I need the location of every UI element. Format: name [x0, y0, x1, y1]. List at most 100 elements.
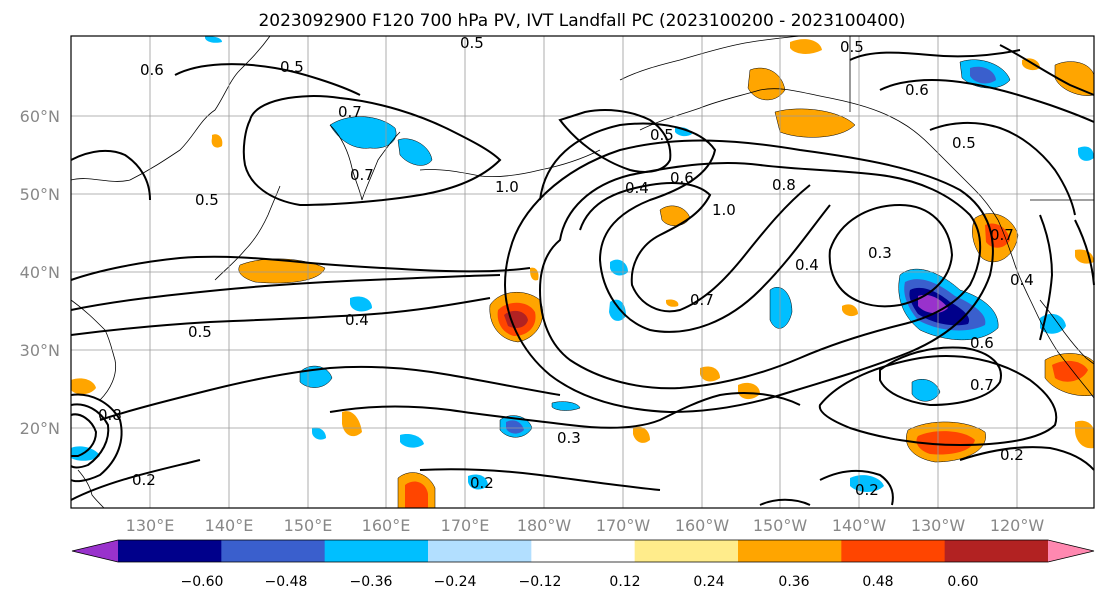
anomaly-blob — [700, 366, 720, 382]
contour-label: 0.4 — [625, 179, 649, 197]
colorbar-segment — [221, 540, 326, 562]
colorbar-segment — [428, 540, 532, 562]
contour-label: 0.3 — [557, 429, 581, 447]
contour-label: 0.6 — [670, 169, 694, 187]
contour-label: 0.5 — [650, 126, 674, 144]
shaded-anomalies — [71, 36, 1095, 509]
anomaly-blob — [1078, 146, 1094, 161]
contour-label: 0.8 — [772, 176, 796, 194]
contour-label: 0.5 — [188, 323, 212, 341]
colorbar-tick-label: −0.36 — [350, 574, 393, 590]
pv-contour — [70, 413, 98, 457]
contour-label: 0.4 — [345, 311, 369, 329]
contour-label: 0.5 — [460, 34, 484, 52]
anomaly-blob — [350, 296, 372, 312]
contour-label: 0.4 — [1010, 271, 1034, 289]
pv-contour — [849, 49, 1021, 61]
contour-label: 0.2 — [855, 481, 879, 499]
lon-tick-label: 120°W — [990, 516, 1045, 535]
aleutian-islands — [419, 149, 601, 178]
colorbar-segment — [634, 540, 739, 562]
lon-tick-label: 180°W — [517, 516, 572, 535]
anomaly-blob — [609, 299, 626, 321]
lat-tick-label: 40°N — [20, 263, 60, 282]
anomaly-blob — [329, 116, 397, 149]
gridlines — [71, 36, 1094, 508]
colorbar-tick-labels: −0.60 −0.48 −0.36 −0.24 −0.12 0.12 0.24 … — [181, 574, 979, 590]
lon-tick-label: 160°W — [675, 516, 730, 535]
anomaly-blob — [71, 446, 100, 461]
contour-labels: 0.6 0.5 0.7 0.5 0.7 0.5 1.0 0.4 0.6 0.5 … — [98, 34, 1034, 499]
colorbar-tick-label: 0.60 — [947, 574, 978, 590]
lon-tick-label: 150°E — [284, 516, 333, 535]
pv-contour — [819, 469, 894, 506]
colorbar-tick-label: 0.48 — [862, 574, 893, 590]
pv-contour — [70, 255, 531, 281]
colorbar-segment — [531, 540, 636, 562]
anomaly-blob — [211, 134, 223, 148]
map-frame — [70, 35, 1095, 509]
colorbar: −0.60 −0.48 −0.36 −0.24 −0.12 0.12 0.24 … — [71, 539, 1095, 590]
coastline-philippines — [77, 469, 105, 509]
lat-tick-labels: 20°N 30°N 40°N 50°N 60°N — [20, 107, 60, 438]
colorbar-segment — [944, 540, 1049, 562]
colorbar-tick-label: −0.12 — [519, 574, 562, 590]
colorbar-tick-label: −0.24 — [434, 574, 477, 590]
anomaly-blob — [1052, 360, 1088, 382]
map-area: 0.6 0.5 0.7 0.5 0.7 0.5 1.0 0.4 0.6 0.5 … — [70, 34, 1095, 509]
contour-label: 0.5 — [195, 191, 219, 209]
anomaly-blob — [675, 127, 692, 137]
coastline-japan — [214, 185, 281, 281]
colorbar-tick-label: 0.12 — [609, 574, 640, 590]
lat-tick-label: 60°N — [20, 107, 60, 126]
anomaly-blob — [911, 379, 941, 402]
pv-contour — [879, 346, 1002, 407]
pv-contour — [558, 109, 672, 173]
pv-contour — [329, 392, 801, 429]
anomaly-blob — [610, 259, 628, 276]
anomaly-blob — [769, 287, 793, 329]
pv-contour — [828, 203, 954, 308]
coastline-alaska — [639, 88, 999, 221]
map-title: 2023092900 F120 700 hPa PV, IVT Landfall… — [258, 11, 905, 31]
coastlines — [70, 35, 1095, 509]
pv-contour — [503, 139, 994, 414]
pv-contour — [242, 95, 502, 207]
pv-contour — [99, 365, 561, 421]
lon-tick-labels: 130°E 140°E 150°E 160°E 170°E 180°W 170°… — [126, 516, 1045, 535]
anomaly-blob — [397, 138, 433, 166]
coastline-westcoast — [997, 219, 1095, 399]
colorbar-segment — [118, 540, 222, 562]
pv-contour — [539, 122, 831, 333]
pv-contour — [879, 79, 1095, 123]
colorbar-tick-label: −0.60 — [181, 574, 224, 590]
colorbar-extend-max — [1048, 540, 1094, 562]
pv-contour — [759, 498, 811, 506]
anomaly-blob — [666, 299, 679, 307]
lat-tick-label: 50°N — [20, 185, 60, 204]
pv-contour — [419, 468, 661, 491]
lat-tick-label: 20°N — [20, 419, 60, 438]
colorbar-outline — [71, 539, 1095, 563]
pv-contour — [174, 63, 361, 96]
pv-contour — [70, 274, 501, 311]
contour-label: 0.5 — [280, 58, 304, 76]
contour-label: 0.2 — [470, 474, 494, 492]
contour-label: 0.6 — [905, 81, 929, 99]
anomaly-blob — [530, 267, 539, 281]
contour-label: 0.7 — [690, 291, 714, 309]
anomaly-blob — [738, 382, 760, 400]
contour-label: 0.7 — [350, 166, 374, 184]
lon-tick-label: 170°W — [596, 516, 651, 535]
coastline-bering — [619, 35, 801, 81]
contour-label: 0.6 — [140, 61, 164, 79]
lon-tick-label: 150°W — [753, 516, 808, 535]
anomaly-blob — [205, 36, 222, 43]
colorbar-segments — [71, 539, 1095, 563]
contour-label: 0.8 — [98, 406, 122, 424]
coastline-china — [70, 299, 117, 401]
anomaly-blob — [633, 426, 650, 443]
contour-label: 0.3 — [868, 244, 892, 262]
lon-tick-label: 140°E — [205, 516, 254, 535]
